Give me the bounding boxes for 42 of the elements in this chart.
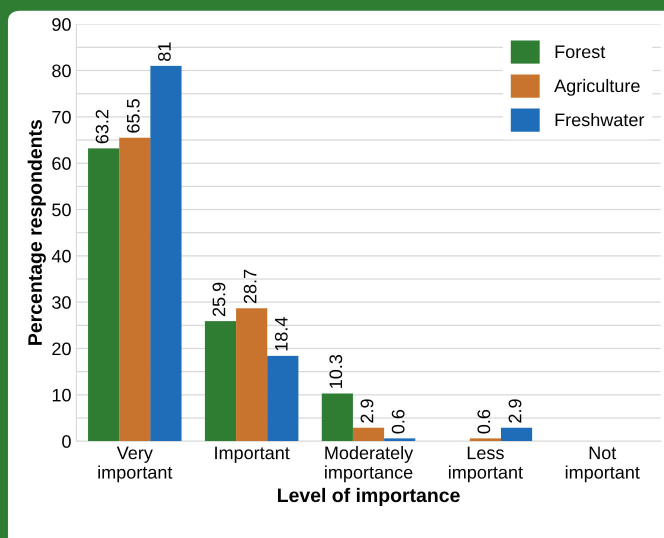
legend-label: Forest bbox=[556, 46, 606, 58]
x-tick-label: Important bbox=[215, 446, 290, 463]
data-label: 63.2 bbox=[96, 110, 108, 144]
y-tick-label: 10 bbox=[52, 388, 71, 402]
y-tick-label: 60 bbox=[52, 157, 71, 170]
bar bbox=[322, 393, 353, 442]
bar bbox=[500, 428, 532, 442]
y-tick-label: 80 bbox=[52, 64, 71, 78]
data-label: 81 bbox=[158, 42, 171, 61]
bar bbox=[236, 308, 268, 442]
data-label: 2.9 bbox=[508, 399, 522, 423]
y-tick-label: 40 bbox=[52, 250, 71, 263]
y-tick-label: 20 bbox=[52, 342, 71, 356]
y-tick-label: 90 bbox=[52, 18, 71, 31]
x-tick-label: Less important bbox=[448, 446, 523, 482]
x-tick-label: Moderately importance bbox=[325, 446, 414, 482]
data-label: 0.6 bbox=[392, 410, 405, 434]
y-tick-label: 70 bbox=[52, 110, 71, 124]
data-label: 25.9 bbox=[212, 282, 226, 316]
data-label: 0.6 bbox=[477, 410, 490, 434]
x-tick-label: Very important bbox=[98, 446, 172, 482]
data-label: 10.3 bbox=[329, 354, 342, 388]
data-label: 18.4 bbox=[274, 317, 288, 350]
data-label: 65.5 bbox=[126, 99, 140, 133]
legend-label: Agriculture bbox=[554, 78, 640, 96]
data-label: 28.7 bbox=[244, 270, 257, 304]
y-tick-label: 30 bbox=[52, 296, 71, 309]
y-tick-label: 0 bbox=[62, 435, 71, 448]
bar bbox=[119, 138, 150, 442]
bar bbox=[352, 428, 384, 442]
bar bbox=[88, 148, 120, 442]
x-axis-title: Level of importance bbox=[278, 488, 460, 506]
bar bbox=[204, 321, 236, 442]
x-tick-label: Not important bbox=[566, 446, 640, 482]
bar bbox=[384, 438, 416, 442]
data-label: 2.9 bbox=[360, 399, 374, 423]
bar bbox=[470, 438, 501, 442]
y-axis-title: Percentage respondents bbox=[28, 120, 46, 345]
y-tick-label: 50 bbox=[52, 203, 71, 216]
legend-label: Freshwater bbox=[556, 112, 644, 126]
bar bbox=[267, 356, 298, 442]
bar bbox=[150, 66, 182, 442]
